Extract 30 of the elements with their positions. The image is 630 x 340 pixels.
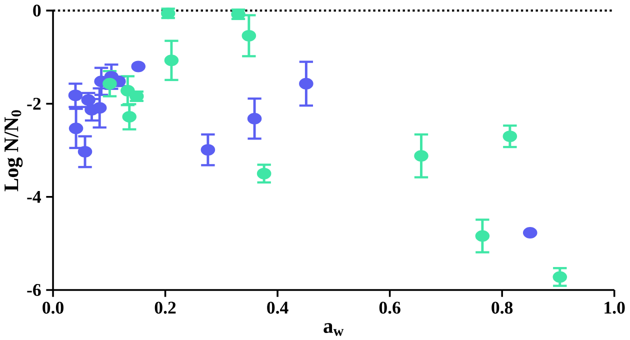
point — [68, 89, 83, 101]
point — [552, 271, 568, 283]
y-axis-title: Log N/N$_{0}$ — [4, 110, 23, 192]
x-tick-label: 0.2 — [154, 301, 176, 314]
y-tick-label: -4 — [27, 190, 42, 202]
point — [414, 150, 428, 162]
point — [68, 122, 84, 134]
point — [122, 110, 136, 122]
x-tick-label: 0.4 — [267, 301, 288, 314]
point — [120, 84, 135, 96]
point — [200, 144, 216, 156]
point — [131, 60, 146, 72]
point — [247, 112, 262, 124]
point — [299, 78, 314, 90]
point — [256, 168, 272, 180]
x-axis-title: a$_{w}$ — [324, 322, 344, 336]
point — [164, 54, 179, 66]
x-tick-label: 1.0 — [604, 301, 625, 314]
x-tick-label: 0.8 — [492, 301, 513, 314]
x-tick-label: 0.6 — [379, 301, 400, 314]
point — [242, 30, 256, 42]
point — [522, 226, 538, 238]
point — [78, 146, 92, 158]
y-tick-label: -2 — [27, 98, 41, 110]
point — [475, 230, 490, 242]
x-tick-label: 0.0 — [42, 301, 64, 314]
point — [92, 102, 107, 114]
point — [502, 130, 518, 142]
y-tick-label: 0 — [33, 4, 41, 16]
y-tick-label: -6 — [27, 284, 41, 296]
